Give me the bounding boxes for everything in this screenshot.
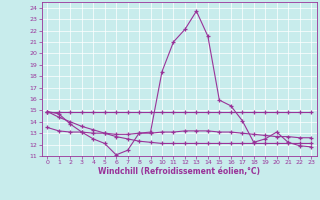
- X-axis label: Windchill (Refroidissement éolien,°C): Windchill (Refroidissement éolien,°C): [98, 167, 260, 176]
